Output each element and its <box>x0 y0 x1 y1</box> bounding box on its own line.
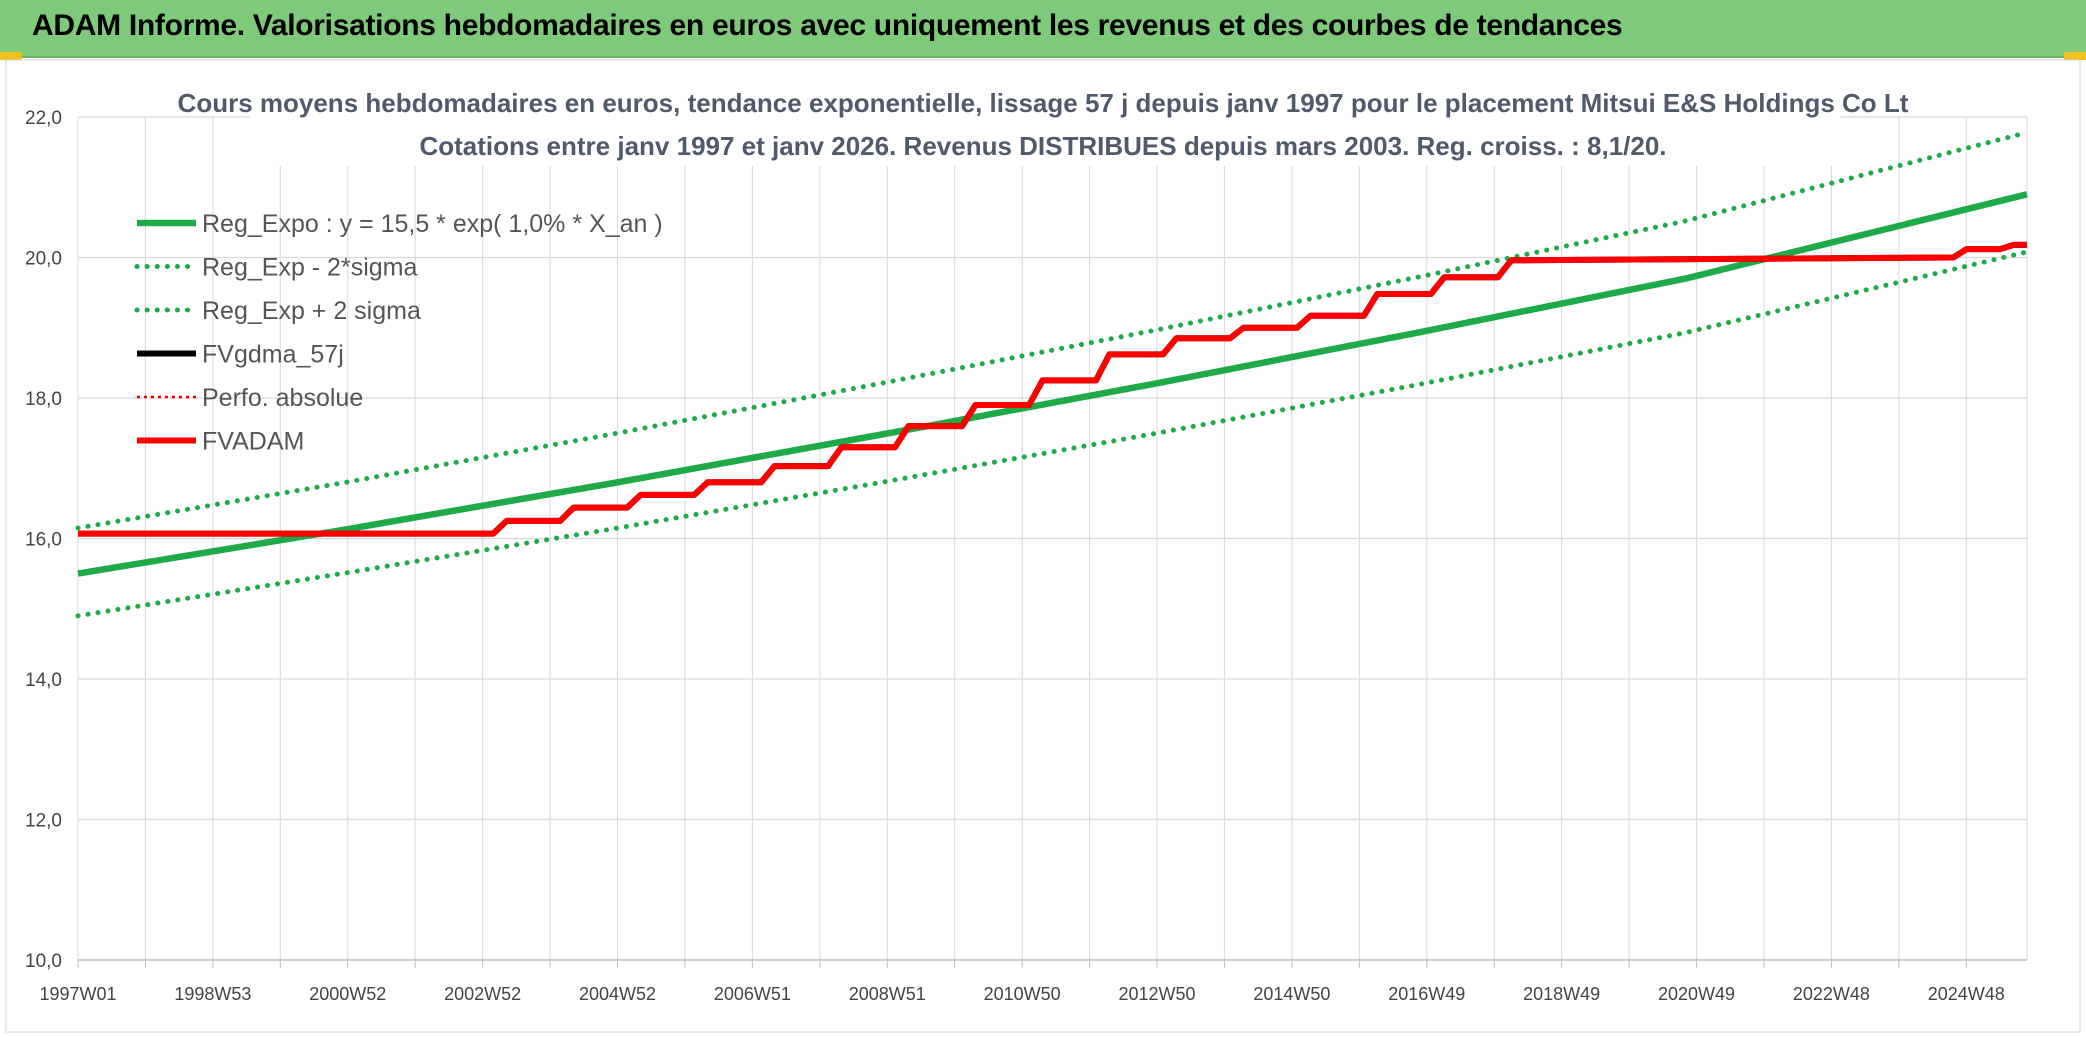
x-tick-label: 2022W48 <box>1793 984 1870 1004</box>
y-tick-label: 18,0 <box>25 389 62 410</box>
x-tick-label: 2008W51 <box>849 984 926 1004</box>
legend-label: Reg_Exp - 2*sigma <box>202 254 417 282</box>
series-line-1 <box>75 249 2030 619</box>
y-tick-label: 16,0 <box>25 530 62 551</box>
legend-label: FVADAM <box>202 428 304 456</box>
corner-mark-left <box>0 52 22 60</box>
x-tick-label: 2004W52 <box>579 984 656 1004</box>
x-tick-label: 2006W51 <box>714 984 791 1004</box>
x-tick-label: 2020W49 <box>1658 984 1735 1004</box>
chart-frame <box>5 59 2081 1033</box>
x-tick-label: 1997W01 <box>39 984 116 1004</box>
title-background <box>250 82 1840 166</box>
x-axis-ticks: 1997W01 1998W53 2000W52 2002W52 2004W52 2006W… <box>39 984 2004 1004</box>
y-tick-label: 10,0 <box>25 951 62 972</box>
series-line-5 <box>78 241 2027 537</box>
y-tick-label: 12,0 <box>25 811 62 832</box>
x-tick-label: 2010W50 <box>984 984 1061 1004</box>
y-axis-ticks: 10,0 12,0 14,0 16,0 18,0 20,0 22,0 <box>25 108 62 972</box>
corner-mark-right <box>2064 52 2086 60</box>
report-header: ADAM Informe. Valorisations hebdomadaire… <box>0 0 2086 58</box>
x-tick-label: 2002W52 <box>444 984 521 1004</box>
chart-subtitle: Cotations entre janv 1997 et janv 2026. … <box>419 131 1666 161</box>
chart-title: Cours moyens hebdomadaires en euros, ten… <box>178 88 1909 118</box>
y-tick-label: 22,0 <box>25 108 62 129</box>
x-tick-label: 2014W50 <box>1253 984 1330 1004</box>
legend-label: Reg_Expo : y = 15,5 * exp( 1,0% * X_an ) <box>202 210 663 238</box>
x-tick-label: 2000W52 <box>309 984 386 1004</box>
legend-label: Reg_Exp + 2 sigma <box>202 297 421 325</box>
series-line-0 <box>77 191 2028 577</box>
chart-legend: Reg_Expo : y = 15,5 * exp( 1,0% * X_an )… <box>134 210 663 456</box>
x-tick-label: 2012W50 <box>1118 984 1195 1004</box>
y-tick-label: 14,0 <box>25 670 62 691</box>
y-tick-label: 20,0 <box>25 249 62 270</box>
legend-label: Perfo. absolue <box>202 384 363 412</box>
x-tick-label: 2018W49 <box>1523 984 1600 1004</box>
x-tick-label: 2016W49 <box>1388 984 1465 1004</box>
x-tick-label: 1998W53 <box>174 984 251 1004</box>
x-tick-label: 2024W48 <box>1928 984 2005 1004</box>
legend-label: FVgdma_57j <box>202 341 344 369</box>
chart-series <box>75 130 2030 619</box>
report-title: ADAM Informe. Valorisations hebdomadaire… <box>32 9 1623 42</box>
